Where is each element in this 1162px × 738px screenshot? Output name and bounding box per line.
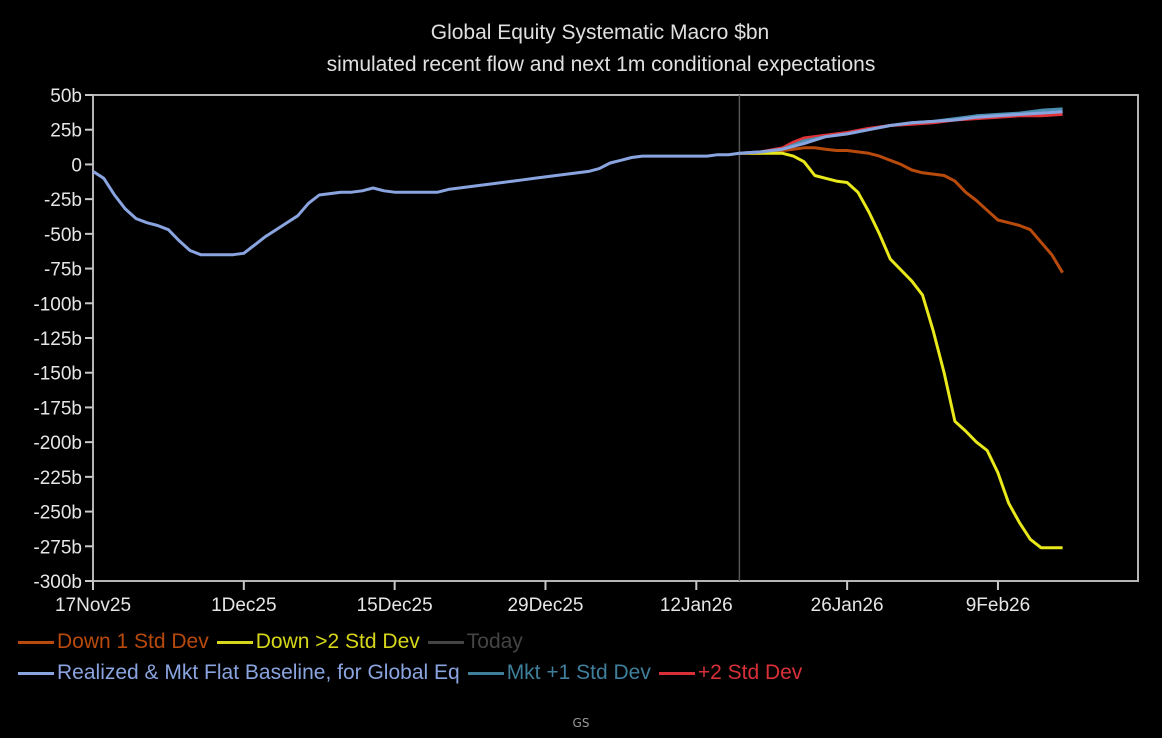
x-tick-label: 1Dec25 [211,595,277,616]
y-tick-label: -275b [33,537,82,558]
legend-item-today[interactable]: Today [427,630,523,654]
legend-item-down-2-std[interactable]: Down >2 Std Dev [216,630,420,654]
y-tick-label: -250b [33,503,82,524]
legend-label: Mkt +1 Std Dev [506,661,651,684]
legend-swatch [216,640,253,644]
chart-title: Global Equity Systematic Macro $bn [431,21,769,44]
legend-item-up-1-std[interactable]: Mkt +1 Std Dev [467,661,651,685]
chart-subtitle: simulated recent flow and next 1m condit… [327,53,876,76]
x-tick-label: 26Jan26 [811,595,884,616]
legend-swatch [18,640,54,644]
legend-label: Realized & Mkt Flat Baseline, for Global… [57,661,460,684]
y-tick-label: -300b [33,572,82,593]
series-line-down-1-std-dev [739,146,1064,274]
series-line-down-2-std-dev [739,151,1063,550]
x-tick-label: 15Dec25 [357,595,433,616]
legend-label: Down 1 Std Dev [57,630,209,653]
legend-swatch [658,671,695,675]
y-tick-label: -150b [33,364,82,385]
x-tick-label: 9Feb26 [966,595,1030,616]
legend-swatch [18,671,54,675]
y-tick-label: -125b [33,329,82,350]
y-tick-label: -25b [44,190,82,211]
series-layer [92,95,1064,581]
plot-frame [92,94,1139,582]
legend-row-1: Down 1 Std Dev Down >2 Std Dev Today [18,630,531,654]
legend-item-up-2-std[interactable]: +2 Std Dev [658,661,803,685]
y-tick-label: -175b [33,398,82,419]
x-tick-label: 17Nov25 [55,595,131,616]
x-tick-label: 12Jan26 [660,595,733,616]
legend-item-down-1-std[interactable]: Down 1 Std Dev [18,630,209,654]
x-tick-label: 29Dec25 [507,595,583,616]
axes: 50b 25b 0 -25b -50b -75b -100b -125b -150b -175b -… [33,86,1139,616]
y-tick-label: -75b [44,260,82,281]
legend-swatch [467,671,504,675]
legend-swatch [427,640,464,644]
y-tick-label: 25b [50,121,82,142]
legend-label: Today [466,630,523,653]
y-tick-label: 50b [50,86,82,107]
y-tick-label: -200b [33,433,82,454]
y-tick-label: -100b [33,294,82,315]
legend-item-baseline[interactable]: Realized & Mkt Flat Baseline, for Global… [18,661,460,685]
series-line-realized-mkt-flat-baseline-for-global-eq [92,110,1063,257]
legend-label: Down >2 Std Dev [255,630,420,653]
y-tick-label: -50b [44,225,82,246]
legend-label: +2 Std Dev [697,661,803,684]
legend-row-2: Realized & Mkt Flat Baseline, for Global… [18,661,810,685]
y-tick-label: 0 [71,155,82,176]
source-label: GS [572,716,590,730]
y-tick-label: -225b [33,468,82,489]
